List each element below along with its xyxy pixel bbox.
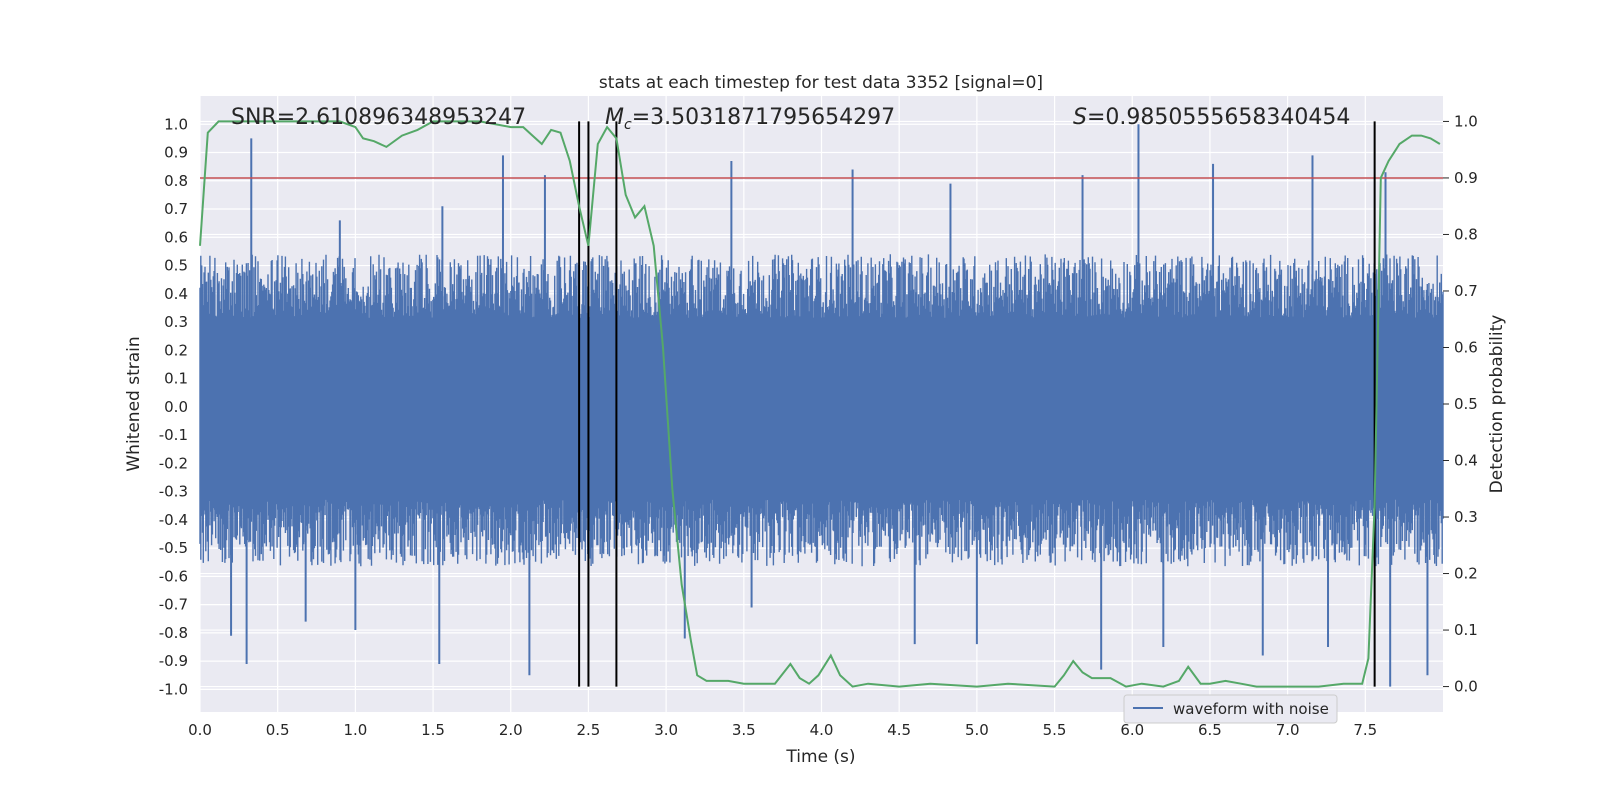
chirp-mass-annotation: Mc=3.5031871795654297 [605, 105, 895, 133]
snr-prefix: SNR= [231, 105, 295, 130]
y-left-tick-label: 0.9 [164, 144, 188, 162]
y-left-tick-label: -0.4 [159, 511, 188, 529]
legend-entry-waveform: waveform with noise [1173, 700, 1329, 718]
y-right-tick-label: 0.8 [1454, 225, 1478, 243]
y-left-tick-label: -0.6 [159, 567, 188, 585]
y-left-tick-label: -0.9 [159, 652, 188, 670]
x-tick-label: 2.5 [577, 721, 601, 739]
legend: waveform with noise [1123, 694, 1338, 724]
x-tick-label: 0.5 [266, 721, 290, 739]
y-left-tick-label: -0.8 [159, 624, 188, 642]
y-left-tick-labels: 1.0 0.9 0.8 0.7 0.6 0.5 0.4 0.3 0.2 0.1 0.0 -0.1 -0.… [159, 115, 188, 698]
s-annotation: S=0.9850555658340454 [1073, 105, 1350, 130]
y-right-tick-label: 0.1 [1454, 621, 1478, 639]
y-left-tick-label: -0.2 [159, 454, 188, 472]
x-tick-label: 1.5 [421, 721, 445, 739]
y-left-tick-label: -0.1 [159, 426, 188, 444]
y-left-tick-label: 0.4 [164, 285, 188, 303]
x-tick-label: 7.5 [1353, 721, 1377, 739]
y-right-tick-label: 0.4 [1454, 452, 1478, 470]
y-right-axis-label: Detection probability [1487, 315, 1507, 494]
x-axis-label: Time (s) [785, 747, 855, 767]
y-left-tick-label: 0.6 [164, 228, 188, 246]
y-right-tick-label: 0.6 [1454, 338, 1478, 356]
x-tick-label: 5.5 [1043, 721, 1067, 739]
y-right-tick-label: 0.2 [1454, 565, 1478, 583]
y-left-tick-label: 0.5 [164, 257, 188, 275]
y-left-tick-label: 0.3 [164, 313, 188, 331]
y-right-tick-labels: 1.0 0.9 0.8 0.7 0.6 0.5 0.4 0.3 0.2 0.1 0.0 [1443, 112, 1478, 696]
x-tick-label: 0.0 [188, 721, 212, 739]
y-right-tick-label: 0.3 [1454, 508, 1478, 526]
y-left-tick-label: -1.0 [159, 680, 188, 698]
snr-annotation: SNR=2.610896348953247 [231, 105, 526, 130]
x-tick-label: 6.5 [1198, 721, 1222, 739]
y-left-tick-label: -0.5 [159, 539, 188, 557]
x-tick-label: 7.0 [1276, 721, 1300, 739]
y-right-tick-label: 0.9 [1454, 169, 1478, 187]
legend-box [1123, 694, 1338, 724]
y-left-tick-label: 0.8 [164, 172, 188, 190]
y-left-tick-label: 0.1 [164, 370, 188, 388]
y-left-tick-label: 0.2 [164, 341, 188, 359]
y-right-tick-label: 1.0 [1454, 112, 1478, 130]
chart-title: stats at each timestep for test data 335… [599, 73, 1043, 93]
x-tick-label: 4.0 [810, 721, 834, 739]
x-tick-label: 5.0 [965, 721, 989, 739]
mc-subscript: c [624, 117, 632, 133]
y-left-tick-label: 0.7 [164, 200, 188, 218]
x-tick-label: 1.0 [343, 721, 367, 739]
snr-value: 2.610896348953247 [295, 105, 526, 130]
mc-symbol: M [605, 105, 624, 130]
y-left-tick-label: -0.7 [159, 596, 188, 614]
waveform-noise [199, 254, 1444, 567]
detection-probability-line [199, 120, 1441, 688]
y-left-tick-label: -0.3 [159, 483, 188, 501]
x-tick-label: 3.5 [732, 721, 756, 739]
y-right-tick-label: 0.0 [1454, 678, 1478, 696]
s-symbol: S [1073, 105, 1087, 130]
vertical-markers [578, 121, 1376, 687]
x-tick-label: 6.0 [1120, 721, 1144, 739]
y-right-tick-label: 0.7 [1454, 282, 1478, 300]
y-left-tick-label: 0.0 [164, 398, 188, 416]
mc-value: =3.5031871795654297 [632, 105, 895, 130]
s-value: =0.9850555658340454 [1087, 105, 1350, 130]
waveform-series [199, 124, 1444, 687]
y-left-tick-label: 1.0 [164, 115, 188, 133]
x-tick-label: 4.5 [887, 721, 911, 739]
y-left-axis-label: Whitened strain [124, 336, 144, 471]
y-right-tick-label: 0.5 [1454, 395, 1478, 413]
x-tick-label: 3.0 [654, 721, 678, 739]
x-tick-label: 2.0 [499, 721, 523, 739]
x-tick-labels: 0.0 0.5 1.0 1.5 2.0 2.5 3.0 3.5 4.0 4.5 5.0 5.5 6.0 6… [188, 721, 1377, 739]
